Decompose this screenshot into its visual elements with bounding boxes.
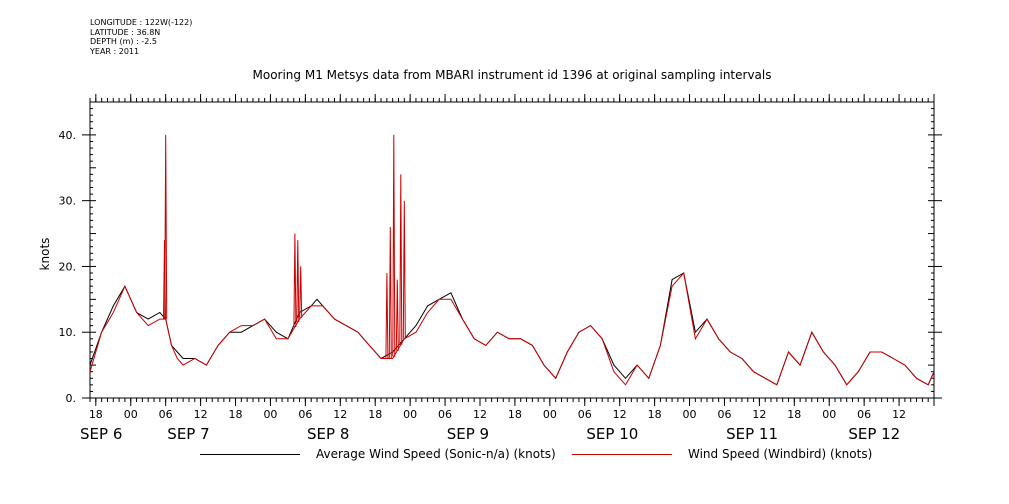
x-tick-label: 18 [368, 408, 382, 421]
x-tick-label: 00 [124, 408, 138, 421]
x-date-label: SEP 10 [586, 425, 638, 443]
series-spike-windbird [388, 226, 392, 359]
x-tick-label: 18 [229, 408, 243, 421]
series-spike-windbird [163, 240, 166, 320]
x-date-label: SEP 6 [80, 425, 122, 443]
x-date-label: SEP 7 [167, 425, 209, 443]
series-spike-windbird [299, 266, 303, 318]
legend-item-windbird: Wind Speed (Windbird) (knots) [572, 444, 872, 464]
series-line-average-wind-speed [89, 272, 935, 386]
plot-frame [89, 101, 935, 399]
x-tick-label: 00 [822, 408, 836, 421]
x-tick-label: 06 [159, 408, 173, 421]
legend-swatch-average [200, 453, 300, 455]
legend-label-average: Average Wind Speed (Sonic-n/a) (knots) [316, 447, 556, 461]
longitude-label: LONGITUDE : 122W(-122) [90, 18, 193, 27]
metadata-block: LONGITUDE : 122W(-122) LATITUDE : 36.8N … [90, 18, 192, 56]
series-spike-windbird [296, 240, 300, 323]
x-tick-label: 18 [508, 408, 522, 421]
x-tick-label: 06 [298, 408, 312, 421]
x-tick-label: 00 [263, 408, 277, 421]
x-tick-label: 12 [333, 408, 347, 421]
y-tick-label: 30. [59, 195, 77, 208]
x-tick-label: 12 [473, 408, 487, 421]
series-spike-windbird [399, 174, 403, 345]
x-tick-label: 12 [194, 408, 208, 421]
x-tick-label: 18 [89, 408, 103, 421]
y-tick-label: 20. [59, 260, 77, 273]
x-tick-label: 06 [578, 408, 592, 421]
series-spike-windbird [385, 272, 389, 359]
series-spike-windbird [402, 200, 406, 339]
y-tick-label: 10. [59, 326, 77, 339]
x-tick-label: 06 [438, 408, 452, 421]
x-tick-label: 12 [892, 408, 906, 421]
legend-item-average: Average Wind Speed (Sonic-n/a) (knots) [200, 444, 556, 464]
x-date-label: SEP 9 [447, 425, 489, 443]
x-tick-label: 18 [648, 408, 662, 421]
y-axis-label: knots [38, 238, 52, 271]
x-tick-label: 00 [683, 408, 697, 421]
chart-legend: Average Wind Speed (Sonic-n/a) (knots) W… [200, 444, 920, 464]
x-tick-label: 12 [613, 408, 627, 421]
depth-label: DEPTH (m) : -2.5 [90, 37, 157, 46]
series-line-windbird-wind-speed [89, 271, 935, 386]
x-tick-label: 00 [543, 408, 557, 421]
chart-title: Mooring M1 Metsys data from MBARI instru… [252, 68, 772, 82]
x-tick-label: 06 [857, 408, 871, 421]
series-spike-windbird [392, 134, 396, 357]
latitude-label: LATITUDE : 36.8N [90, 27, 161, 37]
x-date-label: SEP 11 [726, 425, 778, 443]
x-tick-label: 18 [787, 408, 801, 421]
series-spike-windbird [293, 233, 297, 328]
x-tick-label: 00 [403, 408, 417, 421]
x-tick-label: 06 [717, 408, 731, 421]
x-date-label: SEP 8 [307, 425, 349, 443]
year-label: YEAR : 2011 [90, 46, 140, 56]
x-tick-label: 12 [752, 408, 766, 421]
series-spike-windbird [395, 279, 399, 351]
legend-label-windbird: Wind Speed (Windbird) (knots) [688, 447, 873, 461]
legend-swatch-windbird [572, 453, 672, 455]
y-tick-label: 40. [59, 129, 77, 142]
x-date-label: SEP 12 [848, 425, 900, 443]
y-tick-label: 0. [66, 392, 77, 405]
